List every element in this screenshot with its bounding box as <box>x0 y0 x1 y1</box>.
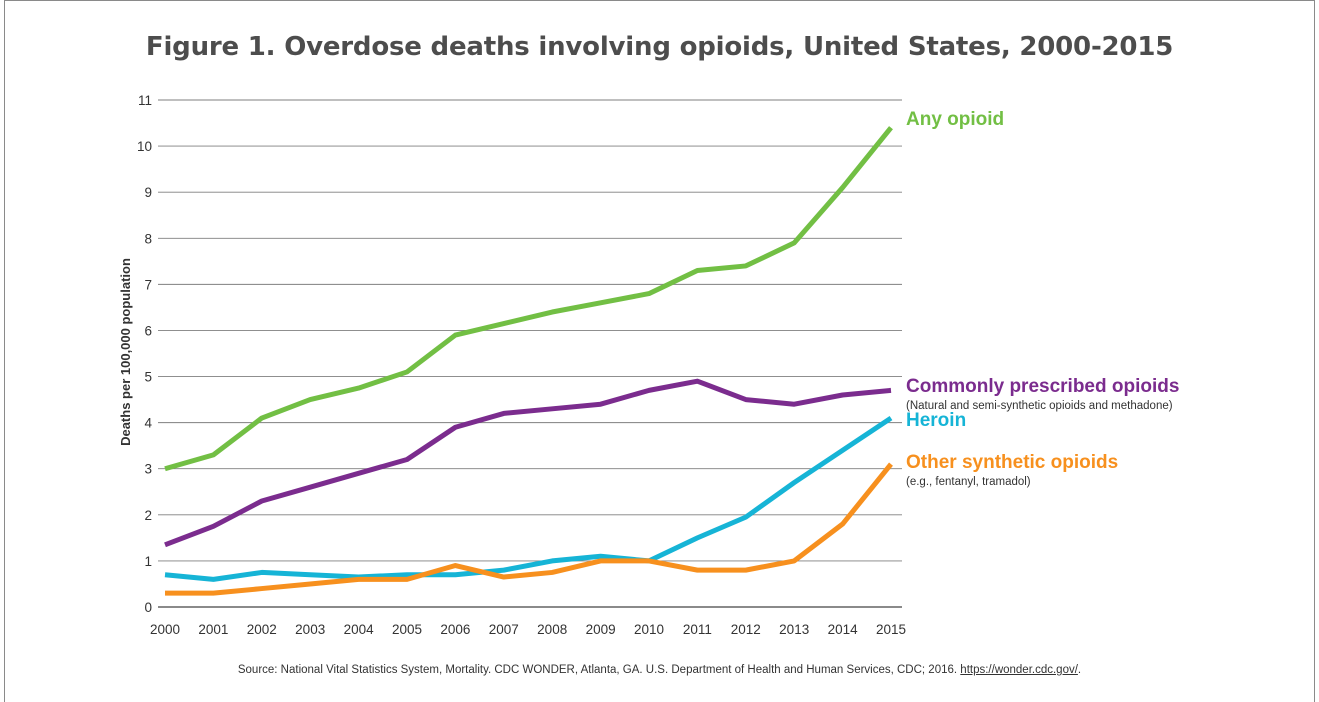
series-label: Other synthetic opioids <box>906 452 1118 473</box>
source-suffix: . <box>1077 664 1082 676</box>
gridlines <box>158 99 902 608</box>
x-tick-label: 2013 <box>779 622 809 637</box>
y-tick-label: 4 <box>144 416 152 431</box>
x-tick-label: 2012 <box>731 622 761 637</box>
y-tick-label: 8 <box>144 231 152 246</box>
y-tick-label: 1 <box>144 554 152 569</box>
series-lines <box>164 126 893 596</box>
x-tick-label: 2003 <box>295 622 325 637</box>
x-tick-label: 2007 <box>489 622 519 637</box>
x-tick-label: 2014 <box>828 622 859 637</box>
x-tick-label: 2001 <box>198 622 228 637</box>
y-tick-label: 3 <box>144 462 152 477</box>
y-axis-label: Deaths per 100,000 population <box>118 258 133 446</box>
series-line-any-opioid <box>164 126 893 472</box>
series-line-heroin <box>164 415 893 582</box>
y-tick-label: 0 <box>144 600 152 615</box>
y-tick-label: 11 <box>138 93 152 108</box>
x-tick-label: 2004 <box>344 622 375 637</box>
source-text: Source: National Vital Statistics System… <box>237 664 961 676</box>
source-note: Source: National Vital Statistics System… <box>0 664 1319 676</box>
series-sublabel: (e.g., fentanyl, tramadol) <box>906 476 1031 488</box>
y-tick-label: 7 <box>144 277 152 292</box>
x-tick-label: 2000 <box>150 622 180 637</box>
series-line-other-synthetic-opioids <box>165 462 893 596</box>
x-tick-label: 2002 <box>247 622 277 637</box>
x-tick-label: 2009 <box>586 622 616 637</box>
x-tick-label: 2010 <box>634 622 664 637</box>
series-labels: Any opioid Commonly prescribed opioids (Na… <box>906 109 1179 488</box>
x-tick-label: 2008 <box>537 622 567 637</box>
x-tick-label: 2005 <box>392 622 422 637</box>
y-tick-label: 6 <box>144 323 152 338</box>
source-link[interactable]: https://wonder.cdc.gov/ <box>960 664 1078 676</box>
series-label: Commonly prescribed opioids <box>906 376 1179 397</box>
x-tick-label: 2006 <box>440 622 470 637</box>
y-tick-label: 2 <box>144 508 152 523</box>
x-tick-label: 2015 <box>876 622 906 637</box>
y-tick-label: 9 <box>144 185 152 200</box>
y-tick-label: 5 <box>144 370 152 385</box>
chart-title: Figure 1. Overdose deaths involving opio… <box>145 32 1174 62</box>
series-label: Heroin <box>906 410 966 431</box>
chart-frame <box>4 0 1315 702</box>
x-axis-ticks: 2000 2001 2002 2003 2004 2005 2006 2007 2008 2009… <box>150 622 906 637</box>
series-sublabel: (Natural and semi-synthetic opioids and … <box>906 400 1173 412</box>
series-label: Any opioid <box>906 109 1004 130</box>
series-line-commonly-prescribed-opioids <box>164 378 892 548</box>
x-tick-label: 2011 <box>683 622 712 637</box>
y-tick-label: 10 <box>137 139 152 154</box>
y-axis-ticks: 0 1 2 3 4 5 6 7 8 9 10 11 <box>137 93 153 615</box>
